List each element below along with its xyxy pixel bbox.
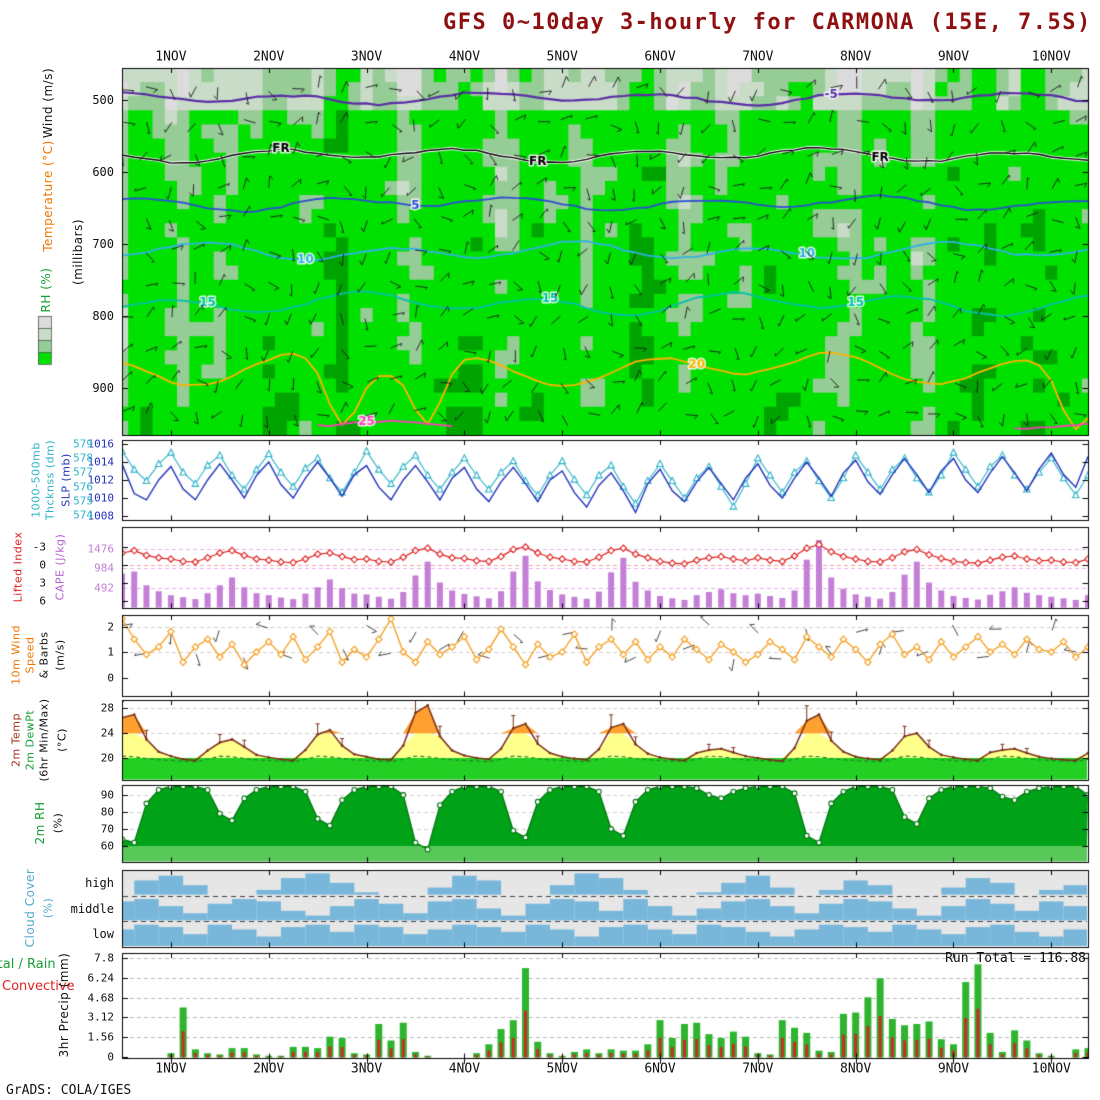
chart-title: GFS 0~10day 3-hourly for CARMONA (15E, 7… — [443, 10, 1092, 35]
time-axis-label-top: 10NOV — [1031, 49, 1071, 65]
time-axis-label-bottom: 7NOV — [742, 1061, 774, 1077]
time-axis-label-bottom: 10NOV — [1031, 1061, 1071, 1077]
time-axis-label-top: 1NOV — [155, 49, 187, 65]
time-axis-label-bottom: 2NOV — [253, 1061, 285, 1077]
cape-tick-label: 984 — [94, 561, 114, 575]
y-label-minmax: (6hr Min/Max) — [37, 698, 51, 782]
y-label-rh: RH (%) — [39, 267, 53, 313]
time-axis-label-top: 9NOV — [937, 49, 970, 65]
y-label-2m-temp: 2m Temp — [9, 712, 23, 768]
pressure-tick-label: 600 — [92, 165, 114, 180]
time-axis-label-bottom: 5NOV — [546, 1061, 578, 1077]
temp-tick-label: 28 — [100, 701, 114, 715]
wind-speed-tick-label: 1 — [107, 645, 114, 659]
y-label-rh-units: (%) — [51, 812, 65, 834]
pressure-tick-label: 800 — [92, 309, 114, 324]
y-label-cloud-cover: Cloud Cover — [23, 868, 37, 948]
time-axis-label-bottom: 4NOV — [448, 1061, 481, 1077]
precip-tick-label: 4.68 — [87, 991, 115, 1005]
precip-tick-label: 3.12 — [87, 1010, 115, 1024]
precip-tick-label: 1.56 — [87, 1030, 115, 1044]
rh-tick-label: 80 — [100, 805, 114, 819]
pressure-tick-label: 700 — [92, 237, 114, 252]
precip-tick-label: 7.8 — [94, 951, 114, 965]
pressure-tick-label: 500 — [92, 93, 114, 108]
thickness-tick-label: 575 — [73, 494, 93, 508]
pressure-tick-label: 900 — [92, 381, 114, 396]
lifted-index-tick-label: -3 — [32, 540, 46, 554]
slp-tick-label: 1010 — [87, 491, 115, 505]
time-axis-label-top: 6NOV — [644, 49, 676, 65]
slp-tick-label: 1014 — [87, 455, 115, 469]
y-label-speed: Speed — [23, 636, 37, 674]
y-label-slp: SLP (mb) — [59, 453, 73, 507]
y-label-precip: 3hr Precip (mm) — [57, 952, 71, 1058]
time-axis-label-top: 8NOV — [840, 49, 872, 65]
lifted-index-tick-label: 6 — [39, 594, 46, 608]
time-axis-label-top: 3NOV — [350, 49, 383, 65]
time-axis-label-bottom: 6NOV — [644, 1061, 676, 1077]
y-label-2m-rh: 2m RH — [33, 801, 47, 845]
time-axis-label-bottom: 8NOV — [840, 1061, 872, 1077]
thickness-tick-label: 576 — [73, 480, 93, 494]
y-label-thickness-2: Thcknss (dm) — [43, 439, 57, 521]
thickness-tick-label: 574 — [73, 508, 93, 522]
cloud-row-label: high — [85, 875, 114, 890]
y-label-ms: (m/s) — [53, 639, 67, 671]
temp-tick-label: 20 — [100, 751, 114, 765]
y-label-degc: (°C) — [55, 728, 69, 752]
y-label-10m-wind: 10m Wind — [9, 625, 23, 685]
time-axis-label-top: 2NOV — [253, 49, 285, 65]
time-axis-label-top: 5NOV — [546, 49, 578, 65]
time-axis-label-top: 7NOV — [742, 49, 774, 65]
y-label-wind: Wind (m/s) — [41, 67, 55, 139]
precip-tick-label: 0 — [107, 1050, 114, 1064]
rh-tick-label: 60 — [100, 839, 114, 853]
cape-tick-label: 492 — [94, 581, 114, 595]
slp-tick-label: 1012 — [87, 473, 115, 487]
run-total: Run Total = 116.88 — [945, 951, 1086, 966]
wind-speed-tick-label: 2 — [107, 620, 114, 633]
legend-convective: Convective — [2, 979, 75, 994]
cloud-row-label: low — [92, 927, 114, 942]
y-label-2m-dewpt: 2m DewPt — [23, 709, 37, 771]
y-label-cloud-units: (%) — [41, 897, 55, 919]
y-label-cape: CAPE (J/kg) — [53, 533, 67, 601]
y-label-temperature: Temperature (°C) — [41, 140, 55, 252]
y-label-millibars: (millibars) — [71, 218, 85, 286]
grads-credit: GrADS: COLA/IGES — [6, 1083, 132, 1098]
time-axis-label-bottom: 9NOV — [937, 1061, 970, 1077]
temp-tick-label: 24 — [100, 726, 114, 740]
legend-total-rain: Total / Rain — [0, 957, 56, 972]
lifted-index-tick-label: 3 — [39, 576, 46, 590]
rh-tick-label: 90 — [100, 788, 114, 802]
time-axis-label-bottom: 1NOV — [155, 1061, 187, 1077]
wind-speed-tick-label: 0 — [107, 671, 114, 684]
thickness-tick-label: 579 — [73, 437, 93, 451]
slp-tick-label: 1008 — [87, 509, 115, 523]
y-label-lifted-index: Lifted Index — [11, 531, 25, 603]
y-label-barbs: & Barbs — [37, 631, 51, 679]
rh-tick-label: 70 — [100, 822, 114, 836]
time-axis-label-bottom: 3NOV — [350, 1061, 383, 1077]
cloud-row-label: middle — [70, 901, 114, 916]
precip-tick-label: 6.24 — [87, 971, 115, 985]
thickness-tick-label: 577 — [73, 465, 93, 479]
time-axis-label-top: 4NOV — [448, 49, 481, 65]
thickness-tick-label: 578 — [73, 451, 93, 465]
slp-tick-label: 1016 — [87, 437, 115, 451]
lifted-index-tick-label: 0 — [39, 558, 46, 572]
cape-tick-label: 1476 — [87, 542, 115, 556]
y-label-thickness-1: 1000-500mb — [29, 442, 43, 518]
